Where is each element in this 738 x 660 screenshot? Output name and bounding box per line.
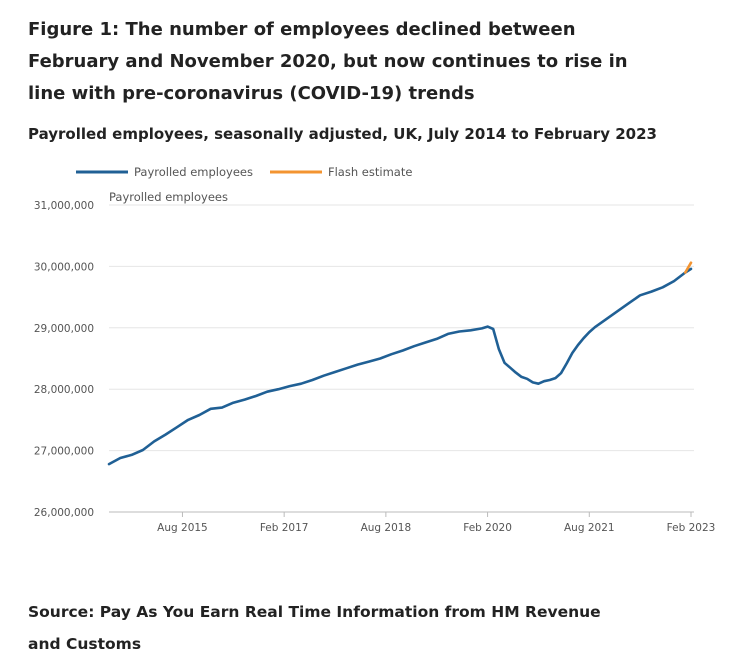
y-axis-label: Payrolled employees [109, 190, 228, 204]
figure-title: Figure 1: The number of employees declin… [28, 19, 628, 104]
legend-label-payrolled: Payrolled employees [134, 165, 253, 179]
series-line-payrolled [107, 267, 693, 466]
y-tick-label: 27,000,000 [34, 446, 94, 458]
x-tick-label: Feb 2020 [463, 522, 512, 534]
y-axis-ticks: 26,000,000 27,000,000 28,000,000 29,000,000… [34, 200, 94, 519]
y-tick-label: 31,000,000 [34, 200, 94, 212]
line-chart: Payrolled employees Flash estimate Payro… [34, 165, 715, 534]
x-tick-label: Feb 2017 [260, 522, 309, 534]
series-line-flash [684, 261, 693, 274]
legend-label-flash: Flash estimate [328, 165, 412, 179]
y-tick-label: 26,000,000 [34, 507, 94, 519]
source-note: Source: Pay As You Earn Real Time Inform… [28, 603, 601, 653]
x-tick-label: Aug 2015 [157, 522, 208, 534]
gridlines [109, 204, 694, 513]
x-tick-label: Feb 2023 [667, 522, 716, 534]
y-tick-label: 28,000,000 [34, 384, 94, 396]
figure-subtitle: Payrolled employees, seasonally adjusted… [28, 125, 657, 143]
x-tick-label: Aug 2018 [361, 522, 412, 534]
y-tick-label: 30,000,000 [34, 261, 94, 273]
series-lines [107, 261, 693, 466]
x-tick-label: Aug 2021 [564, 522, 615, 534]
y-tick-label: 29,000,000 [34, 323, 94, 335]
chart-legend: Payrolled employees Flash estimate [76, 165, 412, 179]
x-axis-ticks: Aug 2015 Feb 2017 Aug 2018 Feb 2020 Aug 2021… [157, 512, 715, 534]
